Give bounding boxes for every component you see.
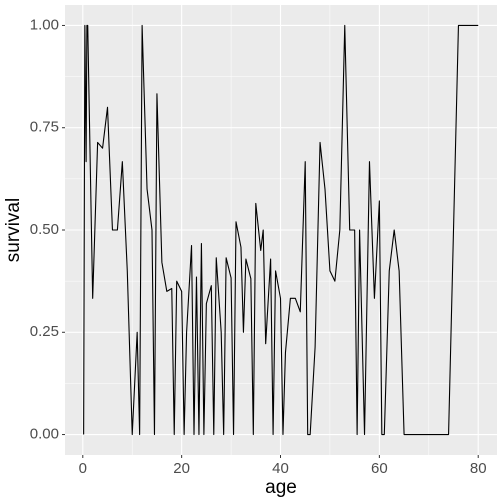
line: [83, 24, 479, 436]
x-tick-label: 0: [79, 460, 87, 477]
x-tick-label: 40: [272, 460, 289, 477]
x-tick-label: 20: [173, 460, 190, 477]
y-tick-label: 0.75: [30, 119, 59, 136]
y-tick-label: 1.00: [30, 16, 59, 33]
x-tick-label: 80: [470, 460, 487, 477]
x-tick-label: 60: [371, 460, 388, 477]
y-axis-title: survival: [3, 198, 24, 262]
x-axis-title: age: [265, 477, 297, 498]
y-tick-label: 0.25: [30, 323, 59, 340]
y-tick-label: 0.50: [30, 221, 59, 238]
y-tick-label: 0.00: [30, 426, 59, 443]
